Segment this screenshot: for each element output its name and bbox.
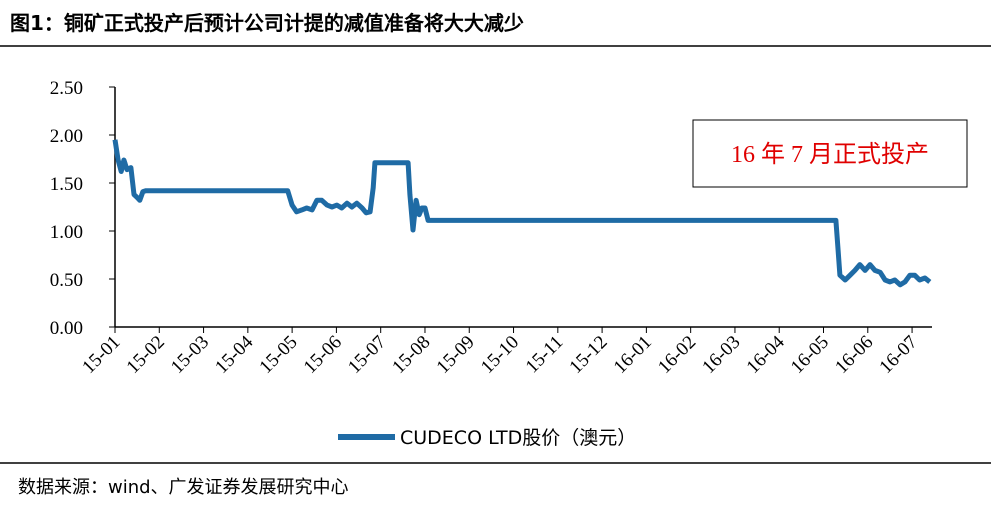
x-tick-label: 15-04	[211, 331, 258, 378]
x-tick-label: 15-12	[565, 332, 611, 378]
x-tick-label: 15-10	[477, 332, 523, 378]
source-note: 数据来源：wind、广发证券发展研究中心	[18, 477, 349, 498]
x-tick-label: 15-08	[388, 332, 434, 378]
annotation-box	[692, 119, 968, 188]
x-tick-label: 16-03	[698, 332, 744, 378]
y-tick-label: 2.50	[50, 78, 83, 99]
annotation: 16 年 7 月正式投产	[731, 141, 929, 168]
x-tick-label: 15-01	[78, 332, 124, 378]
x-tick-label: 15-11	[522, 332, 568, 378]
y-tick-label: 1.50	[50, 174, 83, 195]
y-tick-label: 2.00	[50, 126, 83, 147]
figure-title: 图1：铜矿正式投产后预计公司计提的减值准备将大大减少	[10, 11, 524, 35]
x-tick-label: 15-03	[167, 332, 213, 378]
x-tick-label: 16-06	[831, 332, 877, 378]
x-tick-label: 15-02	[123, 332, 169, 378]
x-tick-label: 15-09	[433, 332, 479, 378]
price-line	[112, 139, 932, 288]
legend-label: CUDECO LTD股价（澳元）	[400, 427, 636, 449]
x-tick-label: 16-05	[787, 332, 833, 378]
x-tick-label: 16-07	[875, 332, 921, 378]
y-tick-label: 0.50	[50, 270, 83, 291]
x-tick-label: 16-01	[610, 332, 656, 378]
x-tick-label: 16-04	[743, 331, 790, 378]
y-tick-label: 0.00	[50, 318, 83, 339]
x-tick-label: 15-06	[300, 332, 346, 378]
x-tick-label: 16-02	[654, 332, 700, 378]
y-tick-label: 1.00	[50, 222, 83, 243]
x-tick-label: 15-05	[255, 332, 301, 378]
x-tick-label: 15-07	[344, 332, 390, 378]
